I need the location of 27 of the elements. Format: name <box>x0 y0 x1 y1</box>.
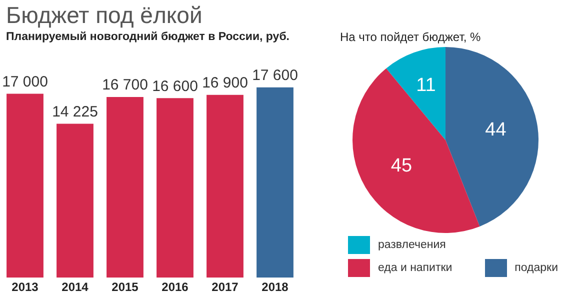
bar <box>256 87 294 278</box>
x-tick-label: 2017 <box>212 280 239 294</box>
x-tick-label: 2013 <box>12 280 39 294</box>
bar <box>106 97 144 278</box>
legend-label: еда и напитки <box>377 261 452 276</box>
x-tick-label: 2015 <box>112 280 139 294</box>
chart-subtitle: Планируемый новогодний бюджет в России, руб. <box>6 31 290 43</box>
data-label: 14 225 <box>52 103 98 120</box>
chart-title: Бюджет под ёлкой <box>6 2 202 29</box>
bar <box>156 98 194 278</box>
bar <box>206 94 244 278</box>
data-label: 45 <box>390 155 412 176</box>
data-label: 16 900 <box>202 74 248 92</box>
data-label: 16 600 <box>152 78 198 95</box>
data-label: 17 600 <box>252 66 298 84</box>
bar <box>6 94 44 278</box>
legend-label: подарки <box>514 261 558 276</box>
data-label: 11 <box>416 74 436 96</box>
data-label: 44 <box>485 120 507 141</box>
x-tick-label: 2018 <box>262 280 289 294</box>
legend-label: развлечения <box>377 238 447 253</box>
data-label: 16 700 <box>102 76 148 94</box>
bar <box>56 124 94 278</box>
chart-title: На что пойдет бюджет, % <box>340 30 481 44</box>
x-tick-label: 2016 <box>162 280 189 294</box>
data-label: 17 000 <box>2 73 48 90</box>
x-tick-label: 2014 <box>62 280 89 294</box>
